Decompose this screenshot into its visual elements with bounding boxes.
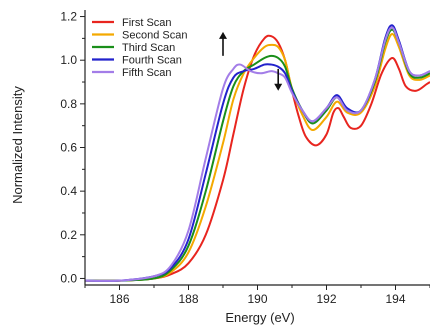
- arrow-up-icon: [219, 31, 227, 39]
- x-tick-label: 192: [316, 292, 336, 306]
- y-tick-label: 1.0: [60, 53, 77, 67]
- x-tick-label: 186: [109, 292, 129, 306]
- legend-label: Second Scan: [122, 30, 187, 42]
- x-tick-label: 188: [178, 292, 198, 306]
- arrow-down-icon: [274, 83, 283, 91]
- y-tick-label: 0.6: [60, 141, 77, 155]
- legend-label: Third Scan: [122, 42, 175, 54]
- y-tick-label: 0.4: [60, 184, 77, 198]
- series-layer: [85, 24, 430, 282]
- legend-label: Fifth Scan: [122, 67, 172, 79]
- annotation-layer: [219, 31, 283, 91]
- series-line-2: [85, 33, 430, 282]
- legend-label: First Scan: [122, 17, 172, 29]
- x-tick-label: 190: [247, 292, 267, 306]
- y-axis-label: Normalized Intensity: [10, 86, 25, 204]
- x-tick-label: 194: [385, 292, 405, 306]
- x-axis-label: Energy (eV): [225, 310, 294, 325]
- legend-label: Fourth Scan: [122, 55, 182, 67]
- series-line-1: [85, 34, 430, 282]
- y-tick-label: 1.2: [60, 10, 77, 24]
- y-tick-label: 0.0: [60, 271, 77, 285]
- series-line-4: [85, 24, 430, 282]
- series-line-5: [85, 26, 430, 282]
- axes-layer: 186 188 190 192 194 0.0 0.2 0.4 0.6 0.8 1.0 1.2: [60, 10, 430, 306]
- y-tick-label: 0.8: [60, 97, 77, 111]
- y-tick-label: 0.2: [60, 228, 77, 242]
